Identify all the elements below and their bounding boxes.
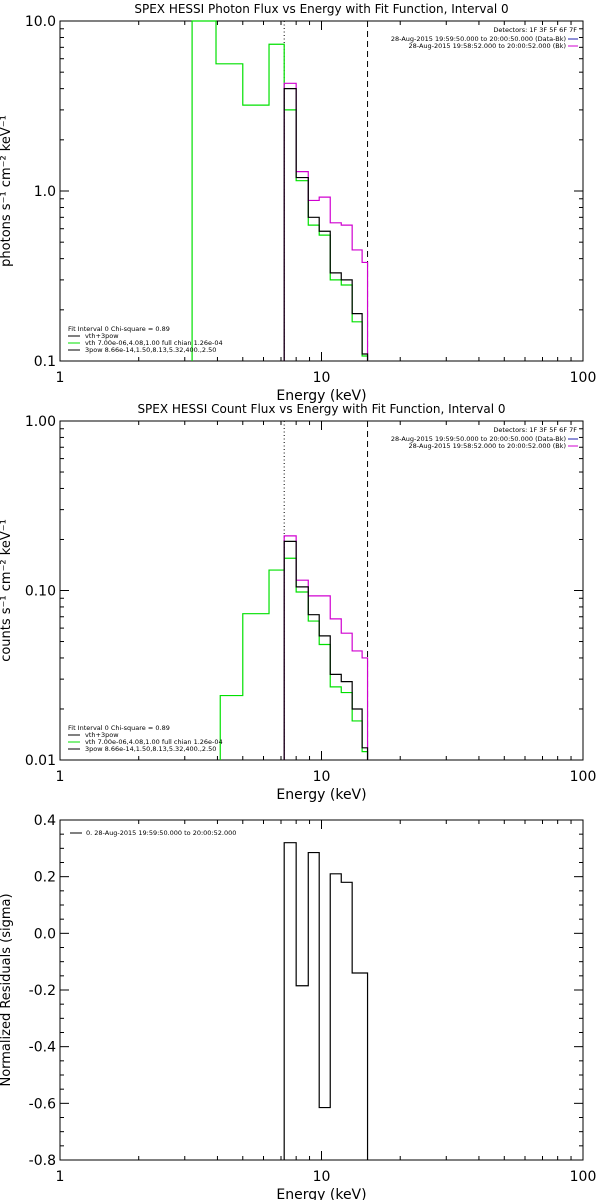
y-tick-label: -0.2	[29, 983, 56, 999]
y-tick-label: 10.0	[25, 14, 56, 30]
data-legend-label: 28-Aug-2015 19:58:52.000 to 20:00:52.000…	[409, 42, 566, 50]
x-tick-label: 10	[313, 769, 331, 785]
y-tick-label: -0.6	[29, 1096, 56, 1112]
fit-legend-label: vth+3pow	[85, 332, 119, 340]
chart-title: SPEX HESSI Count Flux vs Energy with Fit…	[137, 402, 505, 416]
fit-legend-label: 3pow 8.66e-14,1.50,8.13,5.32,400.,2.50	[85, 745, 216, 753]
chart-title: SPEX HESSI Photon Flux vs Energy with Fi…	[134, 2, 508, 16]
plot-frame	[59, 20, 584, 362]
data-legend-label: 28-Aug-2015 19:59:50.000 to 20:00:50.000…	[391, 35, 566, 43]
data-legend-label: 28-Aug-2015 19:59:50.000 to 20:00:50.000…	[391, 435, 566, 443]
x-axis-label: Energy (keV)	[276, 388, 366, 404]
y-tick-label: 0.4	[34, 813, 56, 829]
detectors-label: Detectors: 1F 3F 5F 6F 7F	[493, 26, 577, 34]
fit-legend-header: Fit Interval 0 Chi-square = 0.89	[68, 724, 170, 732]
chart-panel-2: 1 10 100 -0.8 -0.6 -0.4 -0.2 0.0 0.2 0.4 Energy (k…	[0, 813, 596, 1200]
chart-panel-1: 1 10 100 0.01 0.10 1.00 SPEX HESSI Count Flux …	[0, 402, 596, 803]
fit-legend-label: 3pow 8.66e-14,1.50,8.13,5.32,400.,2.50	[85, 346, 216, 354]
x-tick-label: 10	[313, 370, 331, 386]
y-tick-label: 1.00	[25, 414, 56, 430]
x-tick-label: 10	[313, 1169, 331, 1185]
y-axis-label: photons s⁻¹ cm⁻² keV⁻¹	[0, 115, 14, 267]
detectors-label: Detectors: 1F 3F 5F 6F 7F	[493, 426, 577, 434]
fit-legend-label: vth 7.00e-06,4.08,1.00 full chian 1.26e-…	[85, 738, 223, 746]
fit-legend-label: vth+3pow	[85, 731, 119, 739]
y-axis-label: Normalized Residuals (sigma)	[0, 893, 14, 1086]
x-tick-label: 100	[570, 1169, 597, 1185]
fit-legend-header: Fit Interval 0 Chi-square = 0.89	[68, 325, 170, 333]
y-tick-label: 0.10	[25, 584, 56, 600]
fit-legend-label: vth 7.00e-06,4.08,1.00 full chian 1.26e-…	[85, 339, 223, 347]
series-fit-step-line	[191, 20, 369, 361]
plot-frame	[59, 420, 584, 761]
y-tick-label: -0.8	[29, 1153, 56, 1169]
x-axis-label: Energy (keV)	[276, 1187, 366, 1200]
x-tick-label: 100	[570, 370, 597, 386]
y-axis-label: counts s⁻¹ cm⁻² keV⁻¹	[0, 519, 14, 662]
series-data-step-line	[283, 540, 369, 760]
y-tick-label: 0.01	[25, 753, 56, 769]
y-tick-label: 0.1	[34, 354, 56, 370]
y-tick-label: 0.2	[34, 870, 56, 886]
series-fit-step-line	[219, 557, 369, 760]
residual-legend-label: 0. 28-Aug-2015 19:59:50.000 to 20:00:52.…	[86, 829, 236, 837]
y-tick-label: 0.0	[34, 926, 56, 942]
series-data-step-line	[283, 88, 369, 361]
y-tick-label: 1.0	[34, 184, 56, 200]
plot-frame	[59, 819, 584, 1161]
x-tick-label: 100	[570, 769, 597, 785]
x-tick-label: 1	[56, 769, 65, 785]
x-axis-label: Energy (keV)	[276, 787, 366, 803]
data-legend-label: 28-Aug-2015 19:58:52.000 to 20:00:52.000…	[409, 442, 566, 450]
y-tick-label: -0.4	[29, 1040, 56, 1056]
chart-panel-0: 1 10 100 0.1 1.0 10.0 SPEX HESSI Photon Flux v…	[0, 2, 596, 404]
x-tick-label: 1	[56, 1169, 65, 1185]
series-residual-step-line	[283, 842, 369, 1160]
x-tick-label: 1	[56, 370, 65, 386]
